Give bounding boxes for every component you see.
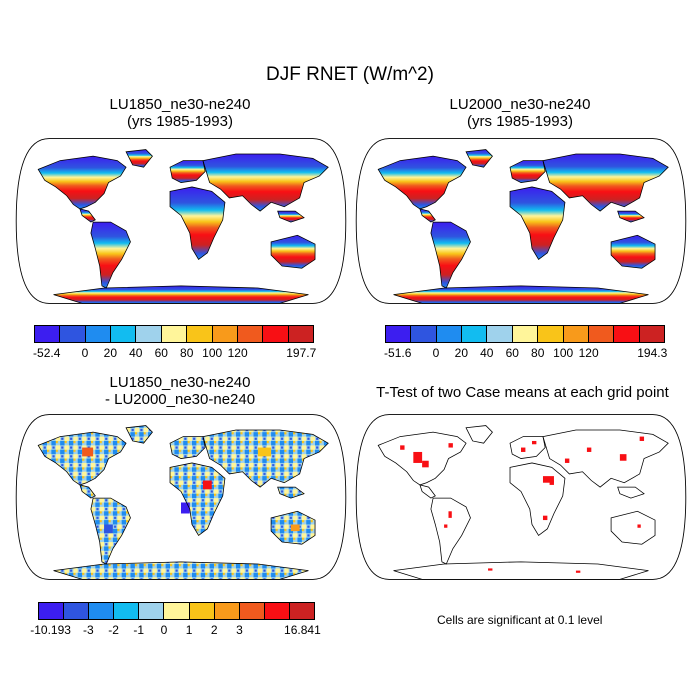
cb3-swatch (214, 603, 240, 619)
cb1-tick-label: -52.4 (33, 346, 61, 360)
panel2-title: LU2000_ne30-ne240 (yrs 1985-1993) (360, 96, 680, 130)
cb2-tick-label: -51.6 (384, 346, 412, 360)
cb1-swatch (35, 326, 61, 342)
diff-patch (257, 447, 272, 457)
panel3-title-line1: LU1850_ne30-ne240 (109, 374, 251, 391)
cb2-tick-label: 194.3 (637, 346, 668, 360)
cb2-tick-label: 100 (553, 346, 574, 360)
panel3-map (15, 414, 347, 580)
cb2-swatch (436, 326, 463, 342)
cb1-tick-label: 80 (180, 346, 194, 360)
panel3-title-line2: - LU2000_ne30-ne240 (104, 391, 256, 408)
cb2-swatch (563, 326, 589, 342)
cb3-swatch (39, 603, 65, 619)
panel2-title-line1: LU2000_ne30-ne240 (449, 96, 591, 113)
panel3-title: LU1850_ne30-ne240 - LU2000_ne30-ne240 (20, 374, 340, 408)
cb1-swatch (212, 326, 238, 342)
cb2-tick-label: 40 (480, 346, 494, 360)
cb3-swatch (189, 603, 215, 619)
colorbar-panel1 (34, 325, 314, 343)
diff-patch (181, 502, 190, 514)
cb2-swatch (487, 326, 513, 342)
cb2-swatch (462, 326, 488, 342)
cb2-swatch (538, 326, 564, 342)
cb3-swatch (264, 603, 290, 619)
cb2-swatch (639, 326, 664, 342)
diff-patch (202, 480, 212, 490)
cb1-tick-label: 197.7 (286, 346, 317, 360)
cb2-swatch (386, 326, 412, 342)
cb1-swatch (263, 326, 289, 342)
cb1-tick-label: 60 (154, 346, 168, 360)
panel1-map (15, 138, 347, 304)
panel1-title-line2: (yrs 1985-1993) (127, 113, 233, 130)
cb3-tick-label: 16.841 (284, 623, 321, 637)
cb3-swatch (114, 603, 140, 619)
cb2-swatch (512, 326, 539, 342)
cb3-tick-label: 0 (160, 623, 168, 637)
colorbar-panel3 (38, 602, 315, 620)
panel4-title-line1: T-Test of two Case means at each grid po… (376, 384, 669, 401)
cb3-swatch (139, 603, 165, 619)
significant-cells (400, 436, 645, 573)
cb2-tick-label: 120 (578, 346, 599, 360)
cb1-swatch (288, 326, 313, 342)
cb3-swatch (239, 603, 265, 619)
diff-patch (104, 524, 113, 534)
cb1-swatch (60, 326, 86, 342)
panel2-title-line2: (yrs 1985-1993) (467, 113, 573, 130)
cb3-tick-label: -3 (83, 623, 94, 637)
cb1-swatch (85, 326, 112, 342)
cb3-swatch (289, 603, 315, 619)
cb1-tick-label: 40 (129, 346, 143, 360)
cb3-tick-label: 2 (210, 623, 218, 637)
cb3-tick-label: -10.193 (30, 623, 71, 637)
cb1-tick-label: 20 (103, 346, 118, 360)
cb1-swatch (237, 326, 264, 342)
cb2-swatch (588, 326, 615, 342)
cb1-tick-label: 0 (81, 346, 89, 360)
cb2-tick-label: 20 (454, 346, 469, 360)
cb2-tick-label: 80 (531, 346, 545, 360)
panel4-map (355, 414, 687, 580)
cb3-swatch (164, 603, 190, 619)
cb3-swatch (64, 603, 90, 619)
cb2-swatch (411, 326, 437, 342)
cb1-swatch (161, 326, 188, 342)
cb2-tick-label: 0 (432, 346, 440, 360)
colorbar-panel2 (385, 325, 665, 343)
cb1-tick-label: 100 (202, 346, 223, 360)
cb1-tick-label: 120 (227, 346, 248, 360)
diff-patch (82, 447, 94, 457)
cb3-tick-label: 3 (236, 623, 243, 637)
cb1-swatch (187, 326, 213, 342)
cb2-swatch (614, 326, 640, 342)
panel1-title: LU1850_ne30-ne240 (yrs 1985-1993) (20, 96, 340, 130)
cb2-tick-label: 60 (505, 346, 519, 360)
cb1-swatch (136, 326, 162, 342)
diff-patch (290, 524, 300, 532)
cb3-tick-label: -2 (108, 623, 119, 637)
cb3-tick-label: 1 (185, 623, 193, 637)
significance-note: Cells are significant at 0.1 level (437, 613, 603, 627)
cb3-swatch (89, 603, 115, 619)
panel1-title-line1: LU1850_ne30-ne240 (109, 96, 251, 113)
cb1-swatch (111, 326, 137, 342)
figure-title: DJF RNET (W/m^2) (266, 64, 434, 85)
cb3-tick-label: -1 (133, 623, 145, 637)
panel4-title: T-Test of two Case means at each grid po… (350, 384, 695, 401)
panel2-map (355, 138, 687, 304)
